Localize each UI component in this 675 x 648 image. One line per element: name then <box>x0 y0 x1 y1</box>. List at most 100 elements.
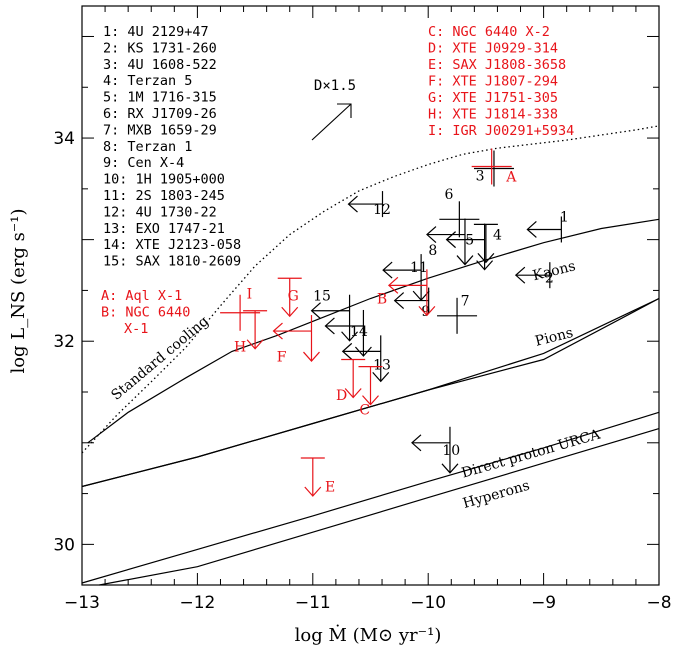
legend-red-right-entry: F: XTE J1807-294 <box>428 74 558 90</box>
source-label-12: 12 <box>373 202 391 218</box>
source-label-1: 1 <box>560 209 569 225</box>
distance-annotation: D×1.5 <box>311 78 356 141</box>
legend-black-entry: 15: SAX 1810-2609 <box>103 254 241 270</box>
source-marker-12 <box>347 191 384 218</box>
y-tick-label: 32 <box>53 332 75 352</box>
source-marker-10 <box>411 426 459 474</box>
curve-standard-cooling-dotted <box>81 125 660 454</box>
source-marker-4 <box>473 223 498 264</box>
legend-black-entry: 7: MXB 1659-29 <box>103 122 217 138</box>
legend-black-entry: 4: Terzan 5 <box>103 73 192 89</box>
source-label-g: G <box>288 289 299 305</box>
source-label-2: 2 <box>545 270 554 286</box>
marker-arrowhead-down <box>477 252 495 264</box>
marker-arrowhead-left <box>393 292 405 310</box>
legend-black-entry: 5: 1M 1716-315 <box>103 90 217 106</box>
curve-label-direct-proton-urca: Direct proton URCA <box>460 426 603 481</box>
source-marker-2 <box>514 262 551 289</box>
annotation-label: D×1.5 <box>314 78 356 94</box>
source-label-7: 7 <box>461 294 470 310</box>
marker-arrowhead-left <box>514 266 526 284</box>
source-marker-b <box>387 269 436 317</box>
source-label-3: 3 <box>476 169 485 185</box>
legend-black-entry: 8: Terzan 1 <box>103 139 192 155</box>
source-label-6: 6 <box>445 187 454 203</box>
marker-arrowhead-left <box>347 195 358 213</box>
legend-black-entry: 14: XTE J2123-058 <box>103 237 241 253</box>
plot-border <box>81 5 660 586</box>
source-label-i: I <box>247 287 253 303</box>
source-label-5: 5 <box>465 233 474 249</box>
x-axis-label: log Ṁ (M⊙ yr⁻¹) <box>295 623 442 646</box>
curve-label-hyperons: Hyperons <box>461 478 531 512</box>
source-marker-8 <box>426 218 474 266</box>
source-marker-13 <box>341 335 390 383</box>
source-marker-3 <box>473 150 514 187</box>
annotation-arrowhead <box>337 103 352 118</box>
curve-standard-cooling <box>87 218 660 444</box>
curve-direct-proton-urca <box>81 411 660 584</box>
source-marker-d <box>341 358 366 399</box>
legend-black-entry: 3: 4U 1608-522 <box>103 57 217 73</box>
source-label-f: F <box>277 350 287 366</box>
source-label-10: 10 <box>442 443 460 459</box>
marker-arrowhead-left <box>526 221 537 238</box>
source-label-15: 15 <box>313 289 331 305</box>
source-marker-f <box>272 315 320 362</box>
marker-arrowhead-down <box>418 305 436 317</box>
source-marker-i <box>220 294 261 331</box>
legend-black-entry: 10: 1H 1905+000 <box>103 172 225 188</box>
source-marker-c <box>358 366 383 406</box>
legend-black-entry: 12: 4U 1730-22 <box>103 204 217 220</box>
source-marker-7 <box>437 297 478 334</box>
curve-hyperons <box>99 428 660 586</box>
curve-pions <box>81 297 660 488</box>
legend-red-right-entry: D: XTE J0929-314 <box>428 41 558 57</box>
source-marker-e <box>300 457 325 497</box>
legend-black-entry: 9: Cen X-4 <box>103 155 184 171</box>
source-label-d: D <box>336 388 347 404</box>
x-tick-label: −11 <box>295 593 331 613</box>
legend-red-right-entry: H: XTE J1814-338 <box>428 107 558 123</box>
source-label-14: 14 <box>350 324 368 340</box>
source-label-e: E <box>325 480 335 496</box>
marker-arrowhead-left <box>324 317 335 335</box>
legend-red-right-entry: I: IGR J00291+5934 <box>428 123 574 139</box>
marker-arrowhead-left <box>341 342 353 360</box>
legend-red-right-entry: G: XTE J1751-305 <box>428 90 558 106</box>
x-tick-label: −10 <box>410 593 446 613</box>
source-label-11: 11 <box>410 260 428 276</box>
marker-arrowhead-down <box>303 351 320 362</box>
y-tick-label: 34 <box>53 129 75 149</box>
legend-red-left-entry: A: Aql X-1 <box>101 288 182 304</box>
source-marker-6 <box>439 201 480 238</box>
marker-arrowhead-down <box>304 486 322 497</box>
source-marker-a <box>471 148 512 185</box>
source-label-a: A <box>505 170 517 186</box>
source-label-b: B <box>377 292 387 308</box>
marker-arrowhead-down <box>372 371 390 383</box>
marker-arrowhead-left <box>411 434 422 452</box>
source-marker-h <box>243 310 268 350</box>
source-label-c: C <box>359 402 370 418</box>
legend-red-right-entry: C: NGC 6440 X-2 <box>428 24 550 40</box>
marker-arrowhead-down <box>354 346 372 357</box>
marker-arrowhead-down <box>246 339 264 350</box>
y-axis-label: log L_NS (erg s⁻¹) <box>8 208 29 373</box>
source-marker-15 <box>310 294 359 342</box>
source-marker-g <box>277 277 302 318</box>
x-tick-label: −8 <box>646 593 671 613</box>
legend-red-left-entry: B: NGC 6440 <box>101 305 190 321</box>
source-label-4: 4 <box>493 228 502 244</box>
marker-arrowhead-left <box>426 226 437 244</box>
marker-arrowhead-down <box>281 306 299 318</box>
legend-black-entry: 6: RX J1709-26 <box>103 106 217 122</box>
x-tick-label: −9 <box>531 593 556 613</box>
x-tick-label: −12 <box>179 593 215 613</box>
